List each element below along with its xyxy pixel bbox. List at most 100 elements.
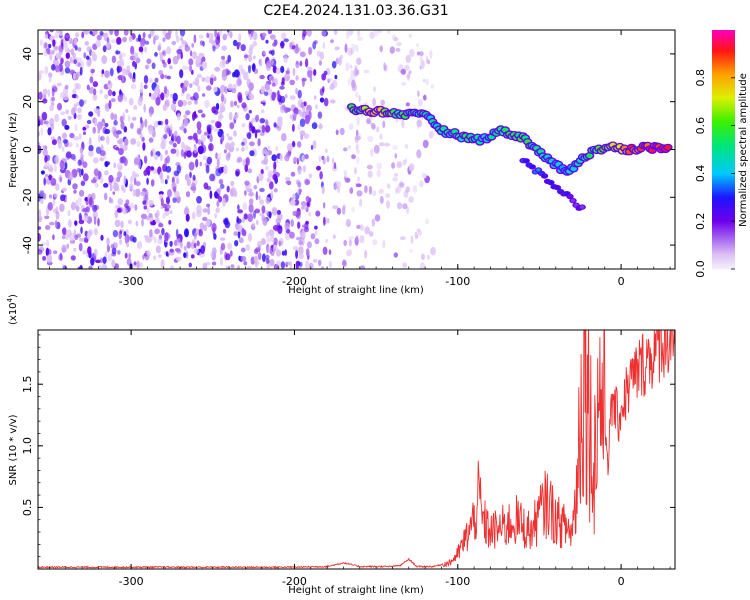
noise-cell (113, 163, 116, 169)
noise-cell (171, 103, 176, 110)
noise-cell (111, 39, 117, 43)
noise-cell (241, 256, 247, 262)
noise-cell (273, 245, 276, 249)
noise-cell (254, 68, 258, 74)
noise-cell (212, 262, 216, 266)
noise-cell (167, 175, 170, 179)
noise-cell (253, 56, 256, 60)
noise-cell (380, 196, 384, 204)
noise-cell (186, 150, 192, 157)
noise-cell (83, 52, 86, 58)
noise-cell (133, 189, 136, 197)
noise-cell (349, 123, 354, 130)
noise-cell (325, 239, 329, 243)
noise-cell (367, 136, 373, 142)
noise-cell (382, 121, 385, 128)
noise-cell (162, 50, 166, 57)
noise-cell (43, 193, 47, 200)
noise-cell (140, 117, 142, 124)
noise-cell (318, 111, 323, 118)
noise-cell (124, 96, 127, 102)
noise-cell (295, 88, 298, 95)
noise-cell (355, 136, 361, 141)
noise-cell (221, 243, 225, 251)
noise-cell (379, 45, 383, 52)
noise-cell (115, 147, 119, 151)
noise-cell (198, 139, 202, 145)
noise-cell (241, 102, 246, 108)
noise-cell (423, 140, 429, 148)
noise-cell (62, 133, 67, 140)
noise-cell (196, 56, 201, 64)
noise-cell (252, 222, 256, 227)
noise-cell (304, 227, 309, 233)
noise-cell (86, 200, 89, 205)
noise-cell (349, 239, 352, 247)
noise-cell (43, 89, 48, 95)
noise-cell (45, 34, 49, 39)
noise-cell (163, 106, 166, 111)
signal-cell (580, 205, 584, 208)
noise-cell (188, 58, 193, 65)
signal-cell (568, 195, 572, 198)
noise-cell (77, 107, 81, 113)
noise-cell (115, 51, 120, 55)
noise-cell (52, 88, 55, 96)
noise-cell (351, 207, 355, 213)
noise-cell (215, 168, 221, 176)
noise-cell (135, 204, 138, 211)
noise-cell (367, 165, 373, 170)
noise-cell (251, 126, 255, 133)
noise-cell (192, 51, 197, 59)
noise-cell (286, 229, 290, 234)
noise-cell (405, 186, 410, 192)
noise-cell (314, 40, 318, 44)
noise-cell (364, 185, 368, 193)
noise-cell (272, 42, 277, 46)
noise-cell (202, 61, 207, 69)
noise-cell (232, 72, 236, 78)
noise-cell (51, 178, 57, 186)
noise-cell (177, 113, 181, 121)
noise-cell (286, 181, 292, 185)
noise-cell (224, 219, 229, 225)
noise-cell (80, 227, 82, 234)
noise-cell (271, 191, 274, 200)
noise-cell (225, 253, 230, 260)
spectrogram-ylabel: Frequency (Hz) (8, 112, 19, 188)
spectrogram-ytick-label: 0 (21, 146, 34, 153)
noise-cell (354, 68, 359, 76)
noise-cell (86, 56, 89, 60)
colorbar-tick-label: 0.6 (694, 117, 707, 135)
noise-cell (323, 202, 325, 208)
noise-cell (157, 238, 163, 244)
noise-cell (62, 248, 67, 252)
noise-cell (113, 230, 118, 237)
noise-cell (64, 125, 69, 130)
noise-cell (78, 58, 82, 63)
noise-cell (158, 45, 162, 51)
noise-cell (204, 100, 209, 109)
noise-cell (148, 213, 152, 218)
noise-cell (392, 177, 398, 182)
noise-cell (110, 184, 113, 190)
noise-cell (234, 240, 238, 246)
snr-xtick-label: -100 (445, 575, 470, 588)
noise-cell (351, 154, 356, 159)
noise-cell (143, 104, 146, 113)
noise-cell (300, 262, 303, 267)
noise-cell (285, 222, 290, 230)
noise-cell (170, 265, 173, 270)
noise-cell (239, 65, 243, 71)
noise-cell (129, 35, 133, 42)
noise-cell (176, 229, 179, 238)
noise-cell (150, 150, 153, 156)
noise-cell (41, 170, 45, 174)
noise-cell (226, 133, 228, 137)
noise-cell (112, 56, 116, 64)
noise-cell (96, 147, 101, 154)
noise-cell (281, 82, 285, 86)
noise-cell (321, 30, 326, 37)
noise-cell (59, 204, 65, 212)
noise-cell (174, 131, 178, 138)
